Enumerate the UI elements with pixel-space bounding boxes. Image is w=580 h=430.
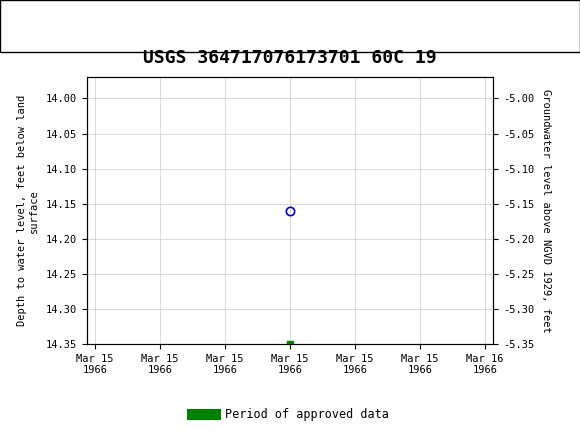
Text: ▒USGS: ▒USGS: [17, 15, 76, 37]
Y-axis label: Depth to water level, feet below land
surface: Depth to water level, feet below land su…: [17, 95, 39, 326]
Y-axis label: Groundwater level above NGVD 1929, feet: Groundwater level above NGVD 1929, feet: [541, 89, 551, 332]
Text: USGS 364717076173701 60C 19: USGS 364717076173701 60C 19: [143, 49, 437, 67]
Legend: Period of approved data: Period of approved data: [187, 404, 393, 426]
